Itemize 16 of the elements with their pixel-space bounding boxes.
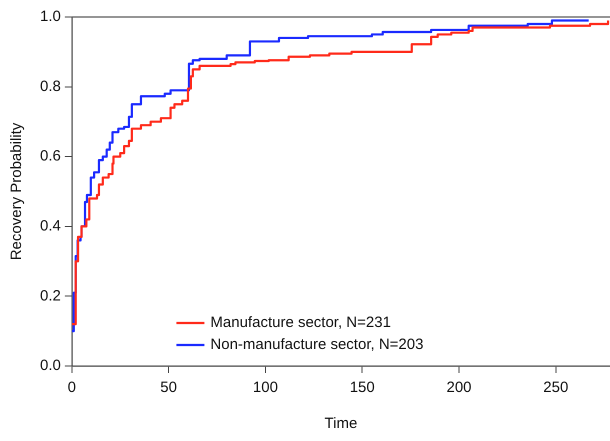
y-tick-label: 1.0 <box>40 8 61 26</box>
x-tick-label: 150 <box>350 379 375 396</box>
y-tick-label: 0.0 <box>40 357 61 374</box>
x-tick-label: 0 <box>68 379 76 396</box>
x-axis-title: Time <box>324 415 358 432</box>
y-tick-label: 0.8 <box>40 78 61 95</box>
y-axis-title: Recovery Probability <box>8 122 26 260</box>
y-tick-label: 0.4 <box>40 218 61 235</box>
x-tick-label: 250 <box>543 379 568 396</box>
legend-label: Manufacture sector, N=231 <box>210 314 391 332</box>
y-tick-label: 0.6 <box>40 148 61 165</box>
x-tick-label: 200 <box>446 379 472 396</box>
x-tick-label: 100 <box>252 379 278 396</box>
y-tick-label: 0.2 <box>40 287 61 304</box>
legend-label: Non-manufacture sector, N=203 <box>210 336 424 354</box>
x-tick-label: 50 <box>160 379 177 396</box>
